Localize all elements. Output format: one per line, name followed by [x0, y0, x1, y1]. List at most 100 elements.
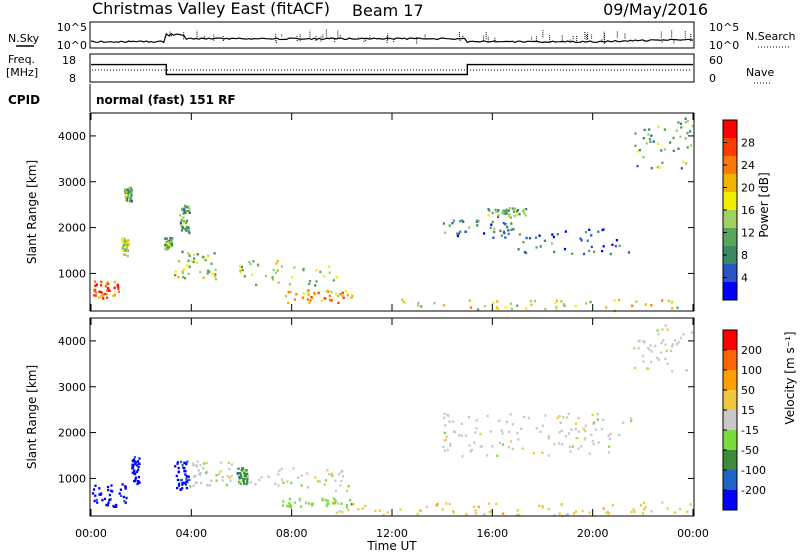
data-cell	[590, 433, 593, 437]
data-cell	[337, 301, 340, 305]
data-cell	[666, 362, 669, 365]
data-cell	[475, 512, 478, 515]
data-cell	[552, 235, 555, 239]
data-cell	[679, 135, 682, 139]
data-cell	[124, 501, 127, 504]
data-cell	[193, 475, 196, 478]
data-cell	[124, 190, 127, 193]
data-cell	[320, 299, 323, 302]
data-cell	[492, 236, 495, 239]
data-cell	[326, 502, 329, 505]
data-cell	[327, 290, 330, 293]
data-cell	[510, 307, 513, 311]
data-cell	[475, 419, 478, 422]
data-cell	[633, 366, 637, 370]
data-cell	[533, 299, 537, 303]
data-cell	[517, 514, 521, 517]
data-cell	[336, 502, 340, 505]
data-cell	[130, 200, 133, 203]
data-cell	[186, 206, 189, 209]
data-cell	[337, 473, 340, 476]
data-cell	[124, 485, 127, 488]
data-cell	[280, 478, 284, 481]
data-cell	[575, 436, 578, 440]
data-cell	[553, 250, 556, 254]
colorbar-swatch	[723, 192, 737, 210]
data-cell	[614, 244, 617, 248]
data-cell	[128, 193, 132, 196]
data-cell	[334, 489, 337, 493]
data-cell	[181, 482, 184, 485]
data-cell	[562, 416, 565, 419]
data-cell	[288, 502, 291, 505]
data-cell	[473, 441, 476, 444]
data-cell	[176, 486, 179, 490]
data-cell	[206, 269, 210, 272]
data-cell	[170, 238, 173, 241]
data-cell	[180, 219, 183, 222]
data-cell	[490, 510, 493, 514]
data-cell	[248, 260, 251, 264]
noise-right-tick-top: 10^5	[709, 21, 739, 34]
data-cell	[459, 219, 462, 223]
data-cell	[682, 160, 685, 164]
noise-left-label: N.Sky	[8, 32, 40, 45]
data-cell	[580, 445, 583, 448]
data-cell	[689, 503, 692, 506]
data-cell	[330, 290, 333, 294]
data-cell	[664, 357, 667, 361]
data-cell	[245, 482, 248, 486]
data-cell	[665, 349, 668, 353]
data-cell	[192, 260, 195, 264]
data-cell	[281, 504, 284, 507]
data-cell	[521, 447, 524, 450]
data-cell	[456, 232, 459, 235]
data-cell	[525, 251, 528, 255]
data-cell	[277, 473, 280, 476]
data-cell	[195, 465, 198, 468]
data-cell	[386, 511, 389, 514]
data-cell	[591, 413, 594, 417]
data-cell	[673, 339, 677, 342]
data-cell	[204, 259, 207, 262]
data-cell	[130, 194, 133, 197]
velocity-panel-frame	[89, 317, 695, 517]
data-cell	[516, 431, 519, 435]
freq-tick-bottom: 8	[69, 72, 76, 85]
data-cell	[252, 260, 255, 263]
data-cell	[293, 298, 296, 301]
data-cell	[443, 416, 446, 420]
data-cell	[171, 237, 174, 240]
data-cell	[323, 483, 326, 486]
data-cell	[322, 275, 326, 278]
data-cell	[246, 472, 249, 476]
data-cell	[185, 219, 189, 223]
data-cell	[325, 504, 328, 508]
data-cell	[243, 474, 246, 477]
data-cell	[504, 212, 507, 215]
data-cell	[326, 499, 329, 503]
beam-label: Beam 17	[352, 1, 424, 20]
data-cell	[182, 212, 185, 215]
data-cell	[336, 294, 340, 298]
data-cell	[129, 199, 132, 203]
data-cell	[554, 302, 557, 305]
data-cell	[164, 243, 167, 247]
data-cell	[238, 477, 241, 480]
data-cell	[524, 214, 527, 217]
data-cell	[523, 415, 526, 419]
data-cell	[581, 509, 584, 513]
data-cell	[318, 480, 321, 483]
data-cell	[547, 508, 550, 511]
data-cell	[486, 454, 489, 457]
x-tick-label: 04:00	[175, 527, 207, 540]
data-cell	[284, 294, 287, 298]
data-cell	[215, 479, 218, 482]
data-cell	[108, 493, 111, 497]
data-cell	[205, 461, 208, 465]
data-cell	[515, 210, 518, 213]
data-cell	[310, 296, 313, 299]
data-cell	[165, 246, 168, 249]
data-cell	[493, 227, 496, 230]
data-cell	[181, 270, 184, 273]
